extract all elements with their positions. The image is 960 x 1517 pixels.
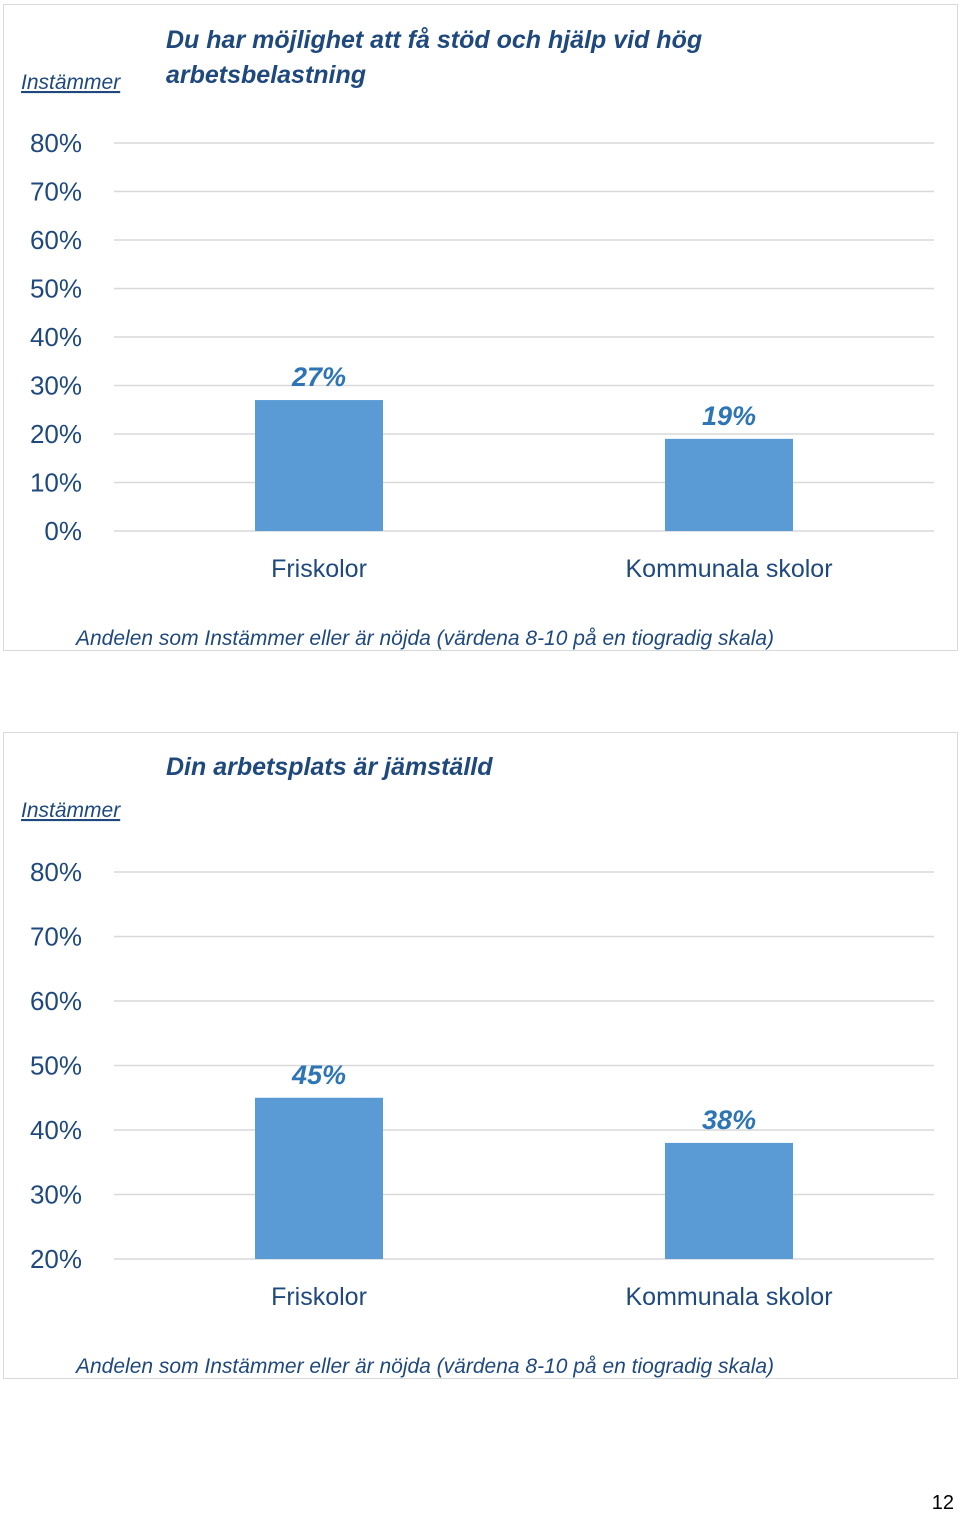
y-tick-label: 30% — [30, 1180, 82, 1210]
chart-title-line: arbetsbelastning — [166, 61, 366, 89]
data-label: 38% — [702, 1105, 756, 1135]
y-tick-label: 80% — [30, 128, 82, 158]
bar-friskolor — [255, 1097, 383, 1259]
y-tick-label: 10% — [30, 468, 82, 498]
y-axis-label: Instämmer — [21, 799, 121, 822]
chart-panel-equality: Instämmer Din arbetsplats är jämställd 20%… — [3, 732, 958, 1379]
bar-friskolor — [255, 400, 383, 531]
bar-chart-support: Instämmer Du har möjlighet att få stöd oc… — [21, 26, 934, 650]
y-tick-label: 70% — [30, 922, 82, 952]
x-axis-label: Andelen som Instämmer eller är nöjda (vä… — [74, 1355, 774, 1378]
x-tick-label: Friskolor — [271, 1283, 367, 1311]
bar-kommunala-skolor — [665, 1142, 793, 1259]
data-label: 19% — [702, 401, 756, 431]
y-tick-label: 80% — [30, 857, 82, 887]
y-axis-label: Instämmer — [21, 71, 121, 94]
y-tick-label: 20% — [30, 419, 82, 449]
y-tick-label: 40% — [30, 322, 82, 352]
bar-chart-equality: Instämmer Din arbetsplats är jämställd 20%… — [21, 753, 934, 1378]
x-tick-label: Kommunala skolor — [625, 1283, 832, 1311]
y-tick-label: 60% — [30, 986, 82, 1016]
y-tick-label: 50% — [30, 1051, 82, 1081]
x-axis-label: Andelen som Instämmer eller är nöjda (vä… — [74, 627, 774, 650]
chart-title-line: Din arbetsplats är jämställd — [166, 753, 493, 781]
data-label: 45% — [291, 1060, 346, 1090]
y-tick-label: 0% — [44, 516, 82, 546]
y-tick-label: 50% — [30, 274, 82, 304]
data-label: 27% — [291, 362, 346, 392]
x-tick-label: Kommunala skolor — [625, 555, 832, 583]
chart-title-line: Du har möjlighet att få stöd och hjälp v… — [166, 26, 702, 54]
bar-kommunala-skolor — [665, 438, 793, 531]
y-tick-label: 60% — [30, 225, 82, 255]
y-tick-label: 20% — [30, 1244, 82, 1274]
y-tick-label: 70% — [30, 177, 82, 207]
y-tick-label: 30% — [30, 371, 82, 401]
y-tick-label: 40% — [30, 1115, 82, 1145]
chart-panel-support: Instämmer Du har möjlighet att få stöd oc… — [3, 4, 958, 651]
x-tick-label: Friskolor — [271, 555, 367, 583]
page-number: 12 — [931, 1492, 954, 1514]
